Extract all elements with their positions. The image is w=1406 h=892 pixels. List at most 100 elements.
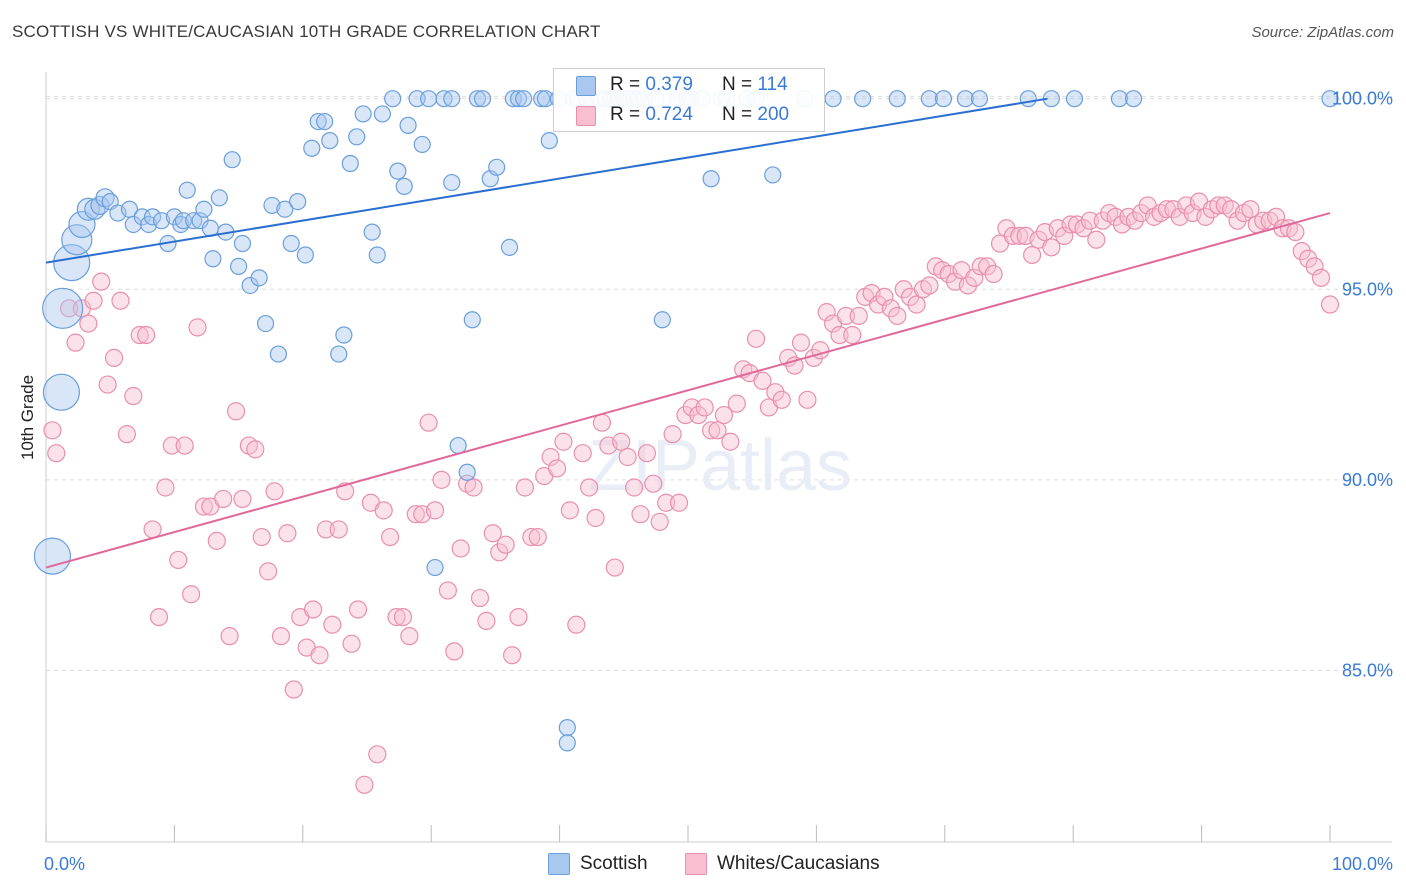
scottish-point bbox=[824, 90, 842, 108]
scottish-point bbox=[558, 734, 576, 752]
whites-point bbox=[310, 646, 329, 665]
whites-point bbox=[573, 444, 592, 463]
whites-point bbox=[117, 425, 136, 444]
whites-point bbox=[368, 745, 387, 764]
scottish-point bbox=[473, 90, 492, 108]
whites-point bbox=[650, 512, 669, 531]
whites-point bbox=[1023, 245, 1042, 265]
scottish-point bbox=[384, 90, 402, 108]
source-label: Source: ZipAtlas.com bbox=[1251, 24, 1394, 41]
n-value: 200 bbox=[757, 104, 790, 125]
whites-point bbox=[547, 459, 567, 478]
whites-point bbox=[843, 325, 862, 345]
scottish-point bbox=[368, 246, 386, 264]
whites-legend-swatch bbox=[685, 853, 707, 875]
whites-point bbox=[1080, 211, 1099, 230]
whites-point bbox=[965, 268, 984, 287]
scottish-point bbox=[296, 246, 314, 264]
whites-point bbox=[445, 642, 464, 661]
whites-point bbox=[104, 348, 124, 367]
whites-point bbox=[233, 489, 252, 509]
whites-point bbox=[419, 413, 438, 432]
whites-point bbox=[669, 493, 689, 512]
whites-point bbox=[66, 333, 85, 352]
scottish-legend-swatch bbox=[548, 853, 570, 875]
scottish-point bbox=[702, 170, 720, 188]
whites-point bbox=[1010, 226, 1029, 246]
scottish-point bbox=[152, 212, 171, 230]
whites-point bbox=[637, 444, 657, 463]
whites-point bbox=[162, 436, 181, 455]
whites-point bbox=[181, 585, 201, 604]
scottish-point bbox=[540, 132, 558, 150]
scottish-point bbox=[250, 269, 268, 287]
whites-point bbox=[1228, 211, 1247, 230]
scottish-point bbox=[289, 193, 307, 211]
whites-point bbox=[1305, 257, 1324, 276]
whites-point bbox=[624, 478, 644, 497]
whites-point bbox=[515, 478, 535, 497]
whites-point bbox=[43, 421, 62, 440]
whites-point bbox=[682, 398, 701, 417]
scottish-point bbox=[468, 90, 487, 108]
scottish-swatch bbox=[576, 76, 596, 96]
whites-point bbox=[1196, 207, 1215, 226]
scottish-point bbox=[354, 105, 372, 123]
whites-point bbox=[149, 607, 169, 627]
whites-point bbox=[1299, 249, 1318, 268]
whites-point bbox=[522, 527, 541, 547]
scottish-point bbox=[395, 177, 413, 195]
whites-point bbox=[1087, 230, 1106, 249]
scottish-point bbox=[443, 90, 461, 108]
scottish-point bbox=[335, 326, 353, 344]
whites-point bbox=[278, 524, 297, 543]
whites-point bbox=[259, 562, 278, 581]
scottish-point bbox=[321, 132, 339, 150]
scottish-point bbox=[341, 154, 359, 173]
scottish-point bbox=[515, 90, 533, 108]
whites-point bbox=[875, 287, 894, 307]
whites-point bbox=[124, 386, 143, 406]
whites-point bbox=[355, 775, 374, 794]
scottish-point bbox=[854, 90, 872, 108]
whites-point bbox=[464, 478, 483, 497]
whites-point bbox=[618, 447, 637, 467]
watermark: ZIPatlas bbox=[588, 426, 852, 506]
scottish-point bbox=[185, 212, 203, 230]
whites-point bbox=[432, 470, 451, 489]
whites-point bbox=[657, 493, 676, 512]
stats-legend: R = 0.379 N = 114 R = 0.724 N = 200 bbox=[553, 68, 825, 132]
whites-point bbox=[1311, 268, 1331, 287]
whites-point bbox=[592, 413, 612, 432]
x-tick-label: 0.0% bbox=[44, 854, 85, 874]
whites-point bbox=[1106, 207, 1125, 226]
whites-point bbox=[207, 531, 226, 550]
scottish-point bbox=[463, 311, 481, 329]
chart-title: SCOTTISH VS WHITE/CAUCASIAN 10TH GRADE C… bbox=[12, 22, 601, 41]
scottish-point bbox=[230, 257, 248, 276]
whites-point bbox=[663, 425, 682, 444]
r-label: R = bbox=[610, 104, 646, 125]
whites-point bbox=[406, 505, 425, 524]
whites-point bbox=[303, 600, 323, 619]
scottish-point bbox=[316, 112, 334, 131]
whites-point bbox=[451, 539, 470, 558]
whites-point bbox=[721, 432, 740, 451]
whites-point bbox=[676, 405, 695, 425]
whites-point bbox=[477, 611, 496, 631]
whites-point bbox=[702, 421, 721, 440]
whites-point bbox=[329, 520, 348, 539]
whites-point bbox=[425, 501, 445, 520]
whites-points bbox=[43, 192, 1340, 794]
scottish-point bbox=[269, 345, 288, 363]
scottish-point bbox=[204, 250, 222, 268]
whites-point bbox=[220, 627, 239, 646]
whites-point bbox=[1292, 242, 1311, 261]
scottish-point bbox=[888, 90, 906, 108]
scottish-point bbox=[143, 208, 162, 226]
whites-point bbox=[907, 295, 926, 314]
scottish-point bbox=[533, 90, 551, 108]
whites-point bbox=[393, 607, 413, 627]
scottish-point bbox=[956, 90, 974, 108]
scottish-point bbox=[1110, 90, 1129, 108]
